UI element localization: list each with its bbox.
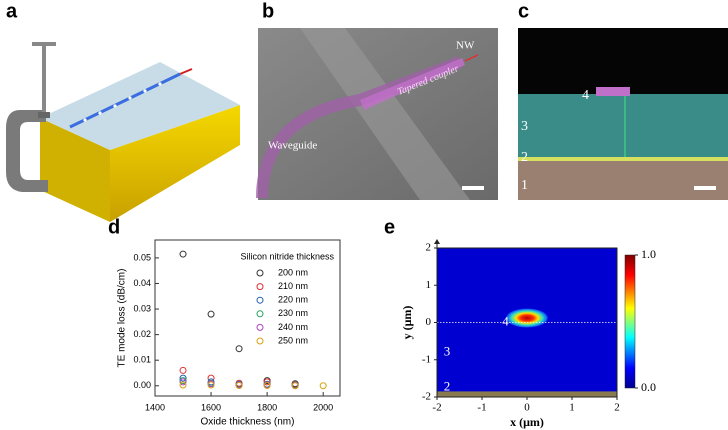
- data-point: [291, 382, 299, 390]
- y-tick-label: 1: [426, 279, 432, 291]
- y-tick-label: 0.03: [133, 303, 151, 313]
- annotation: NW: [456, 40, 475, 52]
- x-tick-label: 1800: [257, 402, 277, 412]
- colorbar-tick-label: 0.0: [641, 380, 656, 394]
- x-axis-label: Oxide thickness (nm): [201, 417, 295, 428]
- layer-label: 4: [502, 313, 509, 328]
- plot-frame: [154, 239, 341, 397]
- y-tick-label: 0.00: [133, 380, 151, 390]
- legend-marker: [256, 337, 264, 345]
- y-tick-label: -1: [422, 353, 431, 365]
- y-tick-label: 0: [426, 316, 432, 328]
- data-point: [179, 374, 187, 382]
- legend-label: 230 nm: [278, 308, 308, 318]
- data-point: [179, 366, 187, 374]
- legend-title: Silicon nitride thickness: [240, 251, 334, 261]
- panel-label: e: [384, 216, 395, 238]
- legend-label: 220 nm: [278, 295, 308, 305]
- substrate: [437, 391, 617, 397]
- data-point: [263, 378, 271, 386]
- mode-profile: [505, 308, 549, 329]
- x-tick-label: 0: [524, 402, 530, 414]
- layer-label: 1: [521, 178, 528, 193]
- data-point: [207, 381, 215, 389]
- y-axis-label: y (μm): [400, 306, 414, 340]
- chip-illustration: [6, 42, 240, 222]
- x-tick-label: -1: [477, 402, 486, 414]
- x-tick-label: 2: [614, 402, 620, 414]
- y-tick-label: 2: [426, 242, 432, 254]
- data-point: [207, 310, 215, 318]
- cross-section-image: [518, 28, 728, 200]
- legend-label: 240 nm: [278, 322, 308, 332]
- layer-label: 2: [444, 379, 451, 394]
- layer-label: 3: [521, 119, 528, 134]
- x-axis-label: x (μm): [510, 415, 544, 429]
- y-tick-label: -2: [422, 391, 431, 403]
- legend-marker: [256, 283, 264, 291]
- x-tick-label: 2000: [313, 402, 333, 412]
- colorbar-tick-label: 1.0: [641, 247, 656, 261]
- colorbar: [624, 254, 636, 389]
- legend-label: 250 nm: [278, 335, 308, 345]
- x-tick-label: -2: [432, 402, 441, 414]
- y-axis-label: TE mode loss (dB/cm): [117, 269, 128, 368]
- layer-label: 4: [582, 88, 589, 103]
- panel-label: c: [518, 0, 529, 22]
- data-point: [263, 382, 271, 390]
- layer-label: 3: [444, 343, 451, 358]
- legend-marker: [256, 310, 264, 318]
- y-tick-label: 0.01: [133, 355, 151, 365]
- data-point: [319, 382, 327, 390]
- annotation: Waveguide: [268, 140, 317, 152]
- y-tick-label: 0.05: [133, 252, 151, 262]
- panel-label: a: [6, 0, 18, 22]
- data-point: [179, 381, 187, 389]
- data-point: [179, 378, 187, 386]
- panel-label: b: [262, 0, 274, 22]
- arrow-head: [434, 239, 440, 244]
- legend-label: 200 nm: [278, 267, 308, 277]
- x-tick-label: 1400: [145, 402, 165, 412]
- panel-label: d: [108, 216, 120, 238]
- x-tick-label: 1: [569, 402, 575, 414]
- legend-marker: [256, 323, 264, 331]
- data-point: [235, 382, 243, 390]
- x-tick-label: 1600: [201, 402, 221, 412]
- y-tick-label: 0.04: [133, 278, 151, 288]
- data-point: [179, 250, 187, 258]
- layer-label: 2: [521, 150, 528, 165]
- legend-marker: [256, 296, 264, 304]
- legend-marker: [256, 269, 264, 277]
- sem-image: [256, 28, 498, 200]
- data-point: [235, 345, 243, 353]
- y-tick-label: 0.02: [133, 329, 151, 339]
- legend-label: 210 nm: [278, 281, 308, 291]
